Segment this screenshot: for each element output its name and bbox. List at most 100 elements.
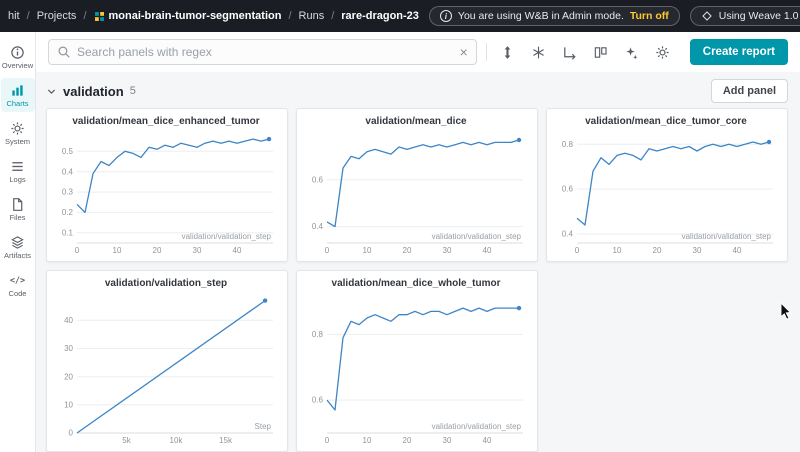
sidebar-item-label: Artifacts xyxy=(3,251,32,260)
svg-text:0.4: 0.4 xyxy=(562,230,574,239)
weave-icon xyxy=(702,11,712,21)
chart-panel: validation/mean_dice_enhanced_tumor 0.1 0… xyxy=(46,108,288,262)
breadcrumb-project[interactable]: monai-brain-tumor-segmentation xyxy=(94,10,281,22)
svg-text:validation/validation_step: validation/validation_step xyxy=(682,232,772,241)
smoothing-sparkle-button[interactable] xyxy=(620,40,644,64)
line-chart[interactable]: 0.6 0.8 0 10 20 30 40 validation/validation_ste… xyxy=(300,290,532,448)
svg-text:validation/validation_step: validation/validation_step xyxy=(432,232,522,241)
sidebar-item-label: Code xyxy=(8,289,27,298)
svg-text:20: 20 xyxy=(653,246,662,255)
svg-text:0: 0 xyxy=(325,246,330,255)
workspace-settings-button[interactable] xyxy=(651,40,675,64)
chart-panel: validation/validation_step 0 10 20 30 40 5k 10… xyxy=(46,270,288,452)
create-report-button[interactable]: Create report xyxy=(689,39,788,65)
svg-text:40: 40 xyxy=(483,246,492,255)
sidebar-item-code[interactable]: </> Code xyxy=(1,268,35,302)
svg-text:10: 10 xyxy=(113,246,122,255)
panels-grid: validation/mean_dice_enhanced_tumor 0.1 0… xyxy=(46,108,788,452)
svg-text:30: 30 xyxy=(443,436,452,445)
line-chart[interactable]: 0.1 0.2 0.3 0.4 0.5 0 10 20 30 40 validation/valid… xyxy=(50,128,282,258)
line-chart[interactable]: 0.4 0.6 0.8 0 10 20 30 40 validation/validation_… xyxy=(550,128,782,258)
sidebar-item-overview[interactable]: Overview xyxy=(1,40,35,74)
breadcrumb-user[interactable]: hit xyxy=(8,10,20,22)
svg-text:40: 40 xyxy=(733,246,742,255)
sidebar-item-charts[interactable]: Charts xyxy=(0,78,35,112)
gear-icon xyxy=(656,45,669,59)
panels-content: validation 5 Add panel validation/mean_d… xyxy=(36,72,800,452)
panel-search[interactable]: × xyxy=(48,39,477,65)
sidebar-item-files[interactable]: Files xyxy=(1,192,35,226)
sidebar-item-artifacts[interactable]: Artifacts xyxy=(1,230,35,264)
chart-panel: validation/mean_dice 0.4 0.6 0 10 20 30 40 vali… xyxy=(296,108,538,262)
chart-panel: validation/mean_dice_tumor_core 0.4 0.6 0.… xyxy=(546,108,788,262)
freeze-panels-button[interactable] xyxy=(527,40,551,64)
svg-text:20: 20 xyxy=(153,246,162,255)
breadcrumb-projects[interactable]: Projects xyxy=(36,10,77,22)
svg-text:validation/validation_step: validation/validation_step xyxy=(182,232,272,241)
bar-chart-icon xyxy=(12,85,23,96)
chevron-down-icon[interactable] xyxy=(46,86,57,97)
svg-text:20: 20 xyxy=(403,436,412,445)
svg-text:validation/validation_step: validation/validation_step xyxy=(432,422,522,431)
gear-icon xyxy=(11,122,24,135)
breadcrumb-runs[interactable]: Runs xyxy=(298,10,325,22)
x-axis-icon xyxy=(564,46,576,60)
toolbar-divider xyxy=(485,43,487,61)
svg-text:Step: Step xyxy=(255,422,272,431)
panel-layout-icon xyxy=(595,46,607,58)
breadcrumb-separator xyxy=(288,10,291,22)
svg-text:0: 0 xyxy=(69,429,74,438)
section-panel-count: 5 xyxy=(129,85,136,97)
code-icon: </> xyxy=(9,275,26,286)
expand-vertical-button[interactable] xyxy=(496,40,520,64)
svg-text:5k: 5k xyxy=(122,436,131,445)
list-icon xyxy=(12,162,23,171)
svg-text:0: 0 xyxy=(325,436,330,445)
svg-text:0.1: 0.1 xyxy=(62,228,74,237)
info-icon: i xyxy=(439,10,452,22)
chart-title[interactable]: validation/mean_dice xyxy=(365,116,467,127)
sidebar-item-label: Overview xyxy=(1,61,34,70)
panel-layout-button[interactable] xyxy=(589,40,613,64)
svg-text:30: 30 xyxy=(64,344,73,353)
x-axis-settings-button[interactable] xyxy=(558,40,582,64)
sidebar-item-label: System xyxy=(4,137,30,146)
admin-turn-off-link[interactable]: Turn off xyxy=(629,10,669,22)
chart-title[interactable]: validation/validation_step xyxy=(104,278,228,289)
svg-text:15k: 15k xyxy=(219,436,233,445)
svg-text:40: 40 xyxy=(64,316,73,325)
svg-text:0.3: 0.3 xyxy=(62,188,74,197)
svg-text:10: 10 xyxy=(363,436,372,445)
search-input[interactable] xyxy=(77,45,454,59)
chart-title[interactable]: validation/mean_dice_whole_tumor xyxy=(331,278,501,289)
line-chart[interactable]: 0 10 20 30 40 5k 10k 15k Step xyxy=(50,290,282,448)
line-chart[interactable]: 0.4 0.6 0 10 20 30 40 validation/validation_ste… xyxy=(300,128,532,258)
section-header-validation: validation 5 Add panel xyxy=(46,78,788,104)
chart-title[interactable]: validation/mean_dice_enhanced_tumor xyxy=(72,116,260,127)
svg-text:40: 40 xyxy=(483,436,492,445)
breadcrumb-separator xyxy=(331,10,334,22)
chart-title[interactable]: validation/mean_dice_tumor_core xyxy=(585,116,747,127)
clear-search-icon[interactable]: × xyxy=(459,44,468,60)
svg-text:0.5: 0.5 xyxy=(62,147,74,156)
sidebar-item-logs[interactable]: Logs xyxy=(1,154,35,188)
section-title[interactable]: validation xyxy=(63,83,124,99)
run-sidebar: Overview Charts xyxy=(0,32,36,452)
admin-mode-banner: i You are using W&B in Admin mode. Turn … xyxy=(428,6,680,26)
svg-text:0.2: 0.2 xyxy=(62,208,74,217)
svg-text:0.4: 0.4 xyxy=(62,167,74,176)
svg-text:30: 30 xyxy=(193,246,202,255)
sidebar-item-system[interactable]: System xyxy=(1,116,35,150)
breadcrumb-run[interactable]: rare-dragon-23 xyxy=(341,10,419,22)
file-icon xyxy=(13,198,23,211)
chart-panel: validation/mean_dice_whole_tumor 0.6 0.8 0… xyxy=(296,270,538,452)
expand-vertical-icon xyxy=(504,45,511,59)
svg-text:10: 10 xyxy=(64,400,73,409)
sparkle-icon xyxy=(626,46,638,60)
add-panel-button[interactable]: Add panel xyxy=(710,79,788,103)
svg-text:0.6: 0.6 xyxy=(562,185,574,194)
breadcrumb-separator xyxy=(83,10,86,22)
admin-mode-message: You are using W&B in Admin mode. xyxy=(457,10,624,22)
svg-text:40: 40 xyxy=(233,246,242,255)
